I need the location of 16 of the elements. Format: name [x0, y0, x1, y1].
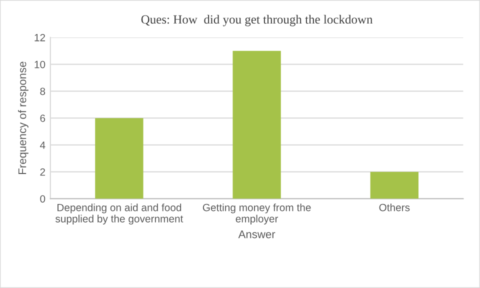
y-tick-label: 0: [40, 195, 46, 203]
y-tick-label: 8: [40, 88, 46, 96]
y-tick-label: 6: [40, 114, 46, 122]
x-tick-label: Depending on aid and food supplied by the government: [56, 204, 184, 225]
chart-title: Ques: How did you get through the lockdown: [141, 14, 373, 26]
y-tick-label: 4: [40, 142, 46, 149]
bar: [370, 172, 418, 199]
y-tick-label: 12: [34, 34, 46, 42]
y-axis-title: Frequency of response: [18, 62, 28, 174]
y-tick-label: 2: [40, 168, 46, 176]
x-tick-label: Others: [379, 204, 410, 212]
x-axis-title: Answer: [238, 230, 276, 238]
bar: [95, 118, 144, 199]
bar: [232, 50, 281, 199]
y-tick-label: 10: [34, 60, 46, 68]
x-tick-label: Getting money from the employer: [202, 204, 311, 225]
